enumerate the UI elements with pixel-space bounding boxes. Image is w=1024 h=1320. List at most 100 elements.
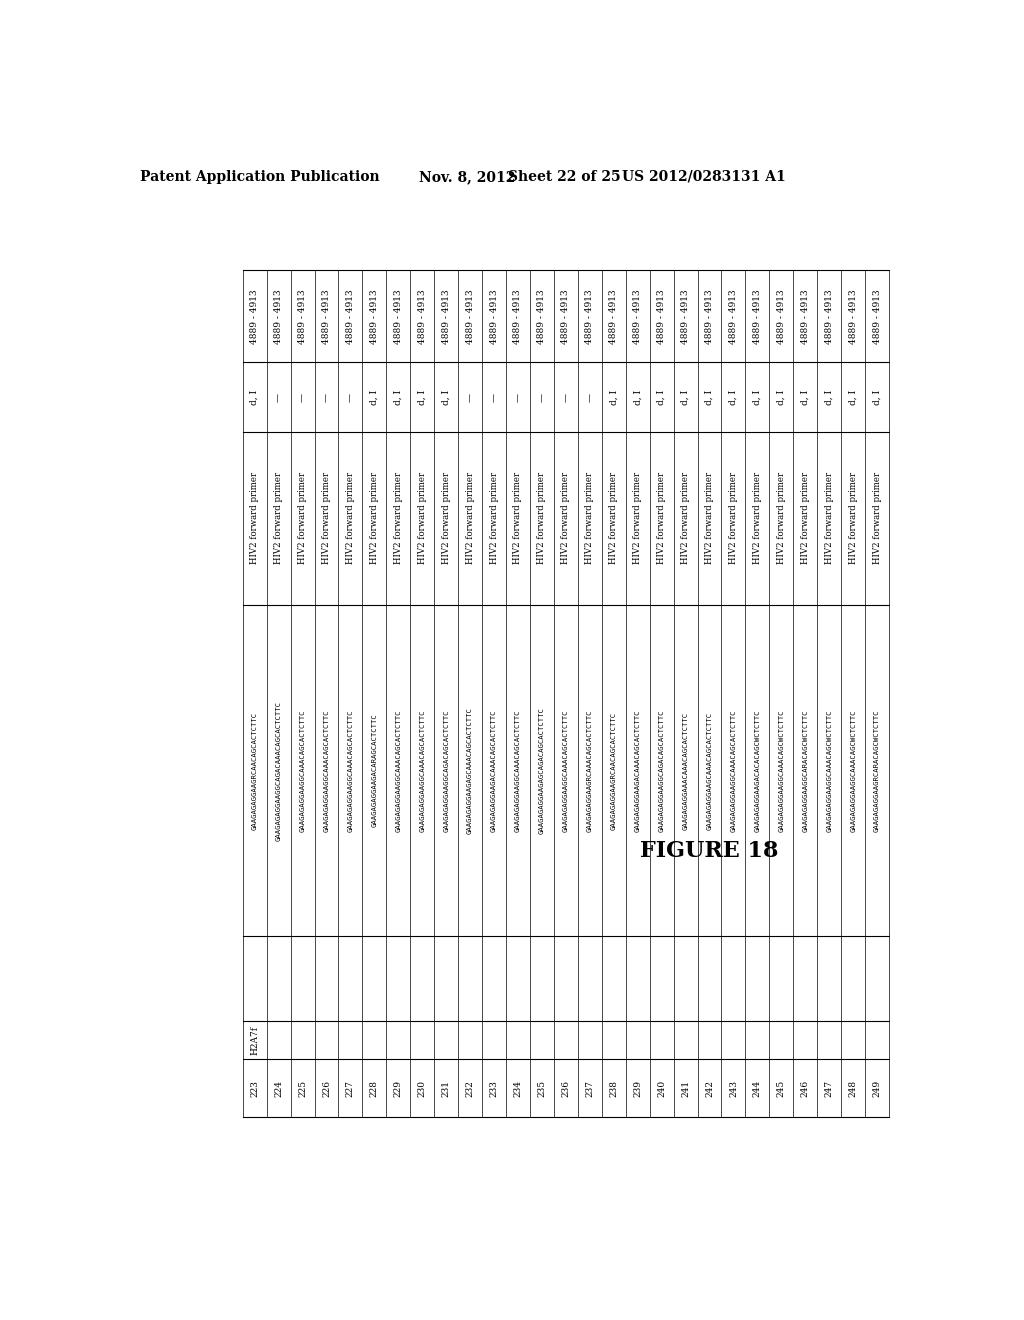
- Text: HIV2 forward primer: HIV2 forward primer: [538, 473, 547, 565]
- Text: Patent Application Publication: Patent Application Publication: [139, 170, 379, 183]
- Text: GAAGAGAGGAAGGCAAACAGCWCTCTTC: GAAGAGAGGAAGGCAAACAGCWCTCTTC: [826, 709, 833, 832]
- Text: 4889 - 4913: 4889 - 4913: [849, 289, 858, 343]
- Text: 4889 - 4913: 4889 - 4913: [609, 289, 618, 343]
- Text: —: —: [322, 392, 331, 401]
- Text: 4889 - 4913: 4889 - 4913: [298, 289, 307, 343]
- Text: 249: 249: [872, 1080, 882, 1097]
- Text: HIV2 forward primer: HIV2 forward primer: [729, 473, 738, 565]
- Text: GAAGAGAGGAAGAGCAGACAGCACTCTTC: GAAGAGAGGAAGAGCAGACAGCACTCTTC: [539, 708, 545, 834]
- Text: 4889 - 4913: 4889 - 4913: [322, 289, 331, 343]
- Text: HIV2 forward primer: HIV2 forward primer: [824, 473, 834, 565]
- Text: HIV2 forward primer: HIV2 forward primer: [250, 473, 259, 565]
- Text: GAAGAGAGGAAGGCAAACAGCACTCTTC: GAAGAGAGGAAGGCAAACAGCACTCTTC: [347, 709, 353, 832]
- Text: HIV2 forward primer: HIV2 forward primer: [466, 473, 474, 565]
- Text: d, I: d, I: [753, 389, 762, 405]
- Text: —: —: [274, 392, 283, 401]
- Text: HIV2 forward primer: HIV2 forward primer: [298, 473, 307, 565]
- Text: 223: 223: [250, 1080, 259, 1097]
- Text: 4889 - 4913: 4889 - 4913: [466, 289, 474, 343]
- Text: HIV2 forward primer: HIV2 forward primer: [441, 473, 451, 565]
- Text: HIV2 forward primer: HIV2 forward primer: [489, 473, 499, 565]
- Text: GAAGAGAGGAAGACARAGCACTCTTC: GAAGAGAGGAAGACARAGCACTCTTC: [372, 714, 378, 828]
- Text: d, I: d, I: [729, 389, 738, 405]
- Text: GAAGAGAGGAAGRCARACAGCWCTCTTC: GAAGAGAGGAAGRCARACAGCWCTCTTC: [874, 709, 880, 832]
- Text: GAAGAGAGGAAGGCAGACAGCACTCTTC: GAAGAGAGGAAGGCAGACAGCACTCTTC: [658, 709, 665, 832]
- Text: 227: 227: [346, 1080, 355, 1097]
- Text: d, I: d, I: [609, 389, 618, 405]
- Text: 4889 - 4913: 4889 - 4913: [394, 289, 402, 343]
- Text: 4889 - 4913: 4889 - 4913: [872, 289, 882, 343]
- Text: —: —: [466, 392, 474, 401]
- Text: HIV2 forward primer: HIV2 forward primer: [418, 473, 427, 565]
- Text: —: —: [489, 392, 499, 401]
- Text: d, I: d, I: [849, 389, 858, 405]
- Text: HIV2 forward primer: HIV2 forward primer: [753, 473, 762, 565]
- Text: d, I: d, I: [777, 389, 785, 405]
- Text: HIV2 forward primer: HIV2 forward primer: [609, 473, 618, 565]
- Text: 4889 - 4913: 4889 - 4913: [513, 289, 522, 343]
- Text: 224: 224: [274, 1080, 283, 1097]
- Text: GAAGAGAGGAAACAAACAGCACTCTTC: GAAGAGAGGAAACAAACAGCACTCTTC: [683, 711, 688, 829]
- Text: 244: 244: [753, 1080, 762, 1097]
- Text: GAAGAGAGGAAGGCAGACAAACAGCACTCTTC: GAAGAGAGGAAGGCAGACAAACAGCACTCTTC: [275, 701, 282, 841]
- Text: Nov. 8, 2012: Nov. 8, 2012: [419, 170, 515, 183]
- Text: d, I: d, I: [824, 389, 834, 405]
- Text: 248: 248: [849, 1080, 858, 1097]
- Text: 4889 - 4913: 4889 - 4913: [441, 289, 451, 343]
- Text: 4889 - 4913: 4889 - 4913: [274, 289, 283, 343]
- Text: 235: 235: [538, 1080, 547, 1097]
- Text: GAAGAGAGGAAGRCAACAGCACTCTTC: GAAGAGAGGAAGRCAACAGCACTCTTC: [252, 711, 258, 829]
- Text: 4889 - 4913: 4889 - 4913: [657, 289, 667, 343]
- Text: HIV2 forward primer: HIV2 forward primer: [370, 473, 379, 565]
- Text: 230: 230: [418, 1080, 427, 1097]
- Text: 4889 - 4913: 4889 - 4913: [370, 289, 379, 343]
- Text: FIGURE 18: FIGURE 18: [640, 841, 778, 862]
- Text: HIV2 forward primer: HIV2 forward primer: [322, 473, 331, 565]
- Text: d, I: d, I: [250, 389, 259, 405]
- Text: US 2012/0283131 A1: US 2012/0283131 A1: [623, 170, 786, 183]
- Text: GAAGAGAGGAAGGCAAACAGCACTCTTC: GAAGAGAGGAAGGCAAACAGCACTCTTC: [324, 709, 330, 832]
- Text: 226: 226: [322, 1080, 331, 1097]
- Text: HIV2 forward primer: HIV2 forward primer: [681, 473, 690, 565]
- Text: GAAGAGAGGAAGGCAAACAGCACTCTTC: GAAGAGAGGAAGGCAAACAGCACTCTTC: [300, 709, 305, 832]
- Text: GAAGAGAGGAAGGCAAACAGCWCTCTTC: GAAGAGAGGAAGGCAAACAGCWCTCTTC: [850, 709, 856, 832]
- Text: d, I: d, I: [394, 389, 402, 405]
- Text: —: —: [586, 392, 594, 401]
- Text: GAAGAGAGGAAGAGCAAACAGCACTCTTC: GAAGAGAGGAAGAGCAAACAGCACTCTTC: [467, 708, 473, 834]
- Text: 236: 236: [561, 1080, 570, 1097]
- Text: 4889 - 4913: 4889 - 4913: [777, 289, 785, 343]
- Text: d, I: d, I: [705, 389, 714, 405]
- Text: GAAGAGAGGAAGGCAAACAGCACTCTTC: GAAGAGAGGAAGGCAAACAGCACTCTTC: [563, 709, 569, 832]
- Text: GAAGAGAGGAAGRCAACAGCACTCTTC: GAAGAGAGGAAGRCAACAGCACTCTTC: [610, 711, 616, 829]
- Text: HIV2 forward primer: HIV2 forward primer: [633, 473, 642, 565]
- Text: HIV2 forward primer: HIV2 forward primer: [394, 473, 402, 565]
- Text: d, I: d, I: [370, 389, 379, 405]
- Text: HIV2 forward primer: HIV2 forward primer: [274, 473, 283, 565]
- Text: d, I: d, I: [872, 389, 882, 405]
- Text: 4889 - 4913: 4889 - 4913: [489, 289, 499, 343]
- Text: 4889 - 4913: 4889 - 4913: [586, 289, 594, 343]
- Text: —: —: [346, 392, 355, 401]
- Text: HIV2 forward primer: HIV2 forward primer: [346, 473, 355, 565]
- Text: HIV2 forward primer: HIV2 forward primer: [513, 473, 522, 565]
- Text: 237: 237: [586, 1080, 594, 1097]
- Text: GAAGAGAGGAAGGCAAACAGCACTCTTC: GAAGAGAGGAAGGCAAACAGCACTCTTC: [730, 709, 736, 832]
- Text: d, I: d, I: [657, 389, 667, 405]
- Text: HIV2 forward primer: HIV2 forward primer: [705, 473, 714, 565]
- Text: GAAGAGAGGAAGGCAAACAGCWCTCTTC: GAAGAGAGGAAGGCAAACAGCWCTCTTC: [778, 709, 784, 832]
- Text: 232: 232: [466, 1080, 474, 1097]
- Text: 246: 246: [801, 1080, 810, 1097]
- Text: —: —: [538, 392, 547, 401]
- Text: HIV2 forward primer: HIV2 forward primer: [586, 473, 594, 565]
- Text: 4889 - 4913: 4889 - 4913: [633, 289, 642, 343]
- Text: 228: 228: [370, 1080, 379, 1097]
- Text: GAAGAGAGGAAGACAAACAGCACTCTTC: GAAGAGAGGAAGACAAACAGCACTCTTC: [492, 709, 497, 832]
- Text: 242: 242: [705, 1080, 714, 1097]
- Text: 238: 238: [609, 1080, 618, 1097]
- Text: 4889 - 4913: 4889 - 4913: [705, 289, 714, 343]
- Text: 231: 231: [441, 1080, 451, 1097]
- Text: 247: 247: [824, 1080, 834, 1097]
- Text: 240: 240: [657, 1080, 667, 1097]
- Text: 4889 - 4913: 4889 - 4913: [346, 289, 355, 343]
- Text: —: —: [513, 392, 522, 401]
